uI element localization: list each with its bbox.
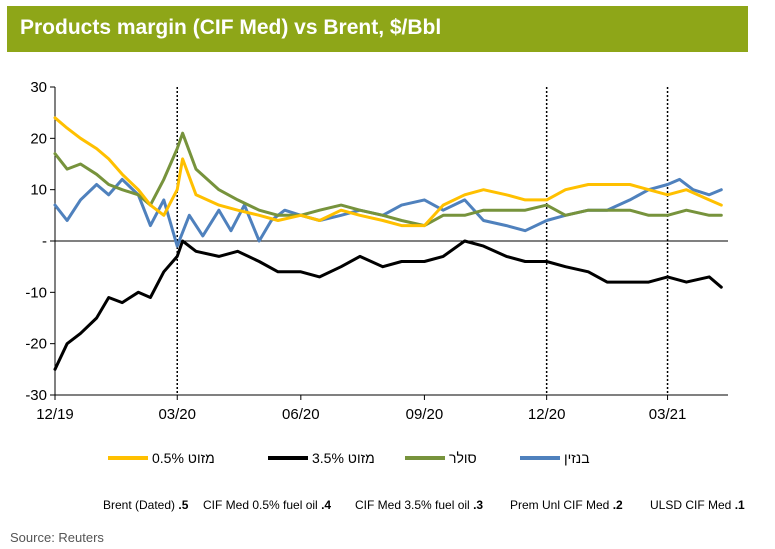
- legend-swatch: [520, 456, 560, 460]
- y-tick-label: -: [42, 233, 47, 250]
- series-line-1: [53, 177, 723, 248]
- series-line-2: [53, 131, 723, 228]
- series-note-text: CIF Med 3.5% fuel oil: [355, 498, 474, 512]
- legend-swatch: [405, 456, 445, 460]
- y-tick-label: 20: [30, 130, 47, 147]
- x-tick-label: 12/20: [528, 406, 566, 423]
- x-tick-label: 09/20: [406, 406, 444, 423]
- legend-label: סולר: [449, 450, 477, 466]
- legend-swatch: [108, 456, 148, 460]
- series-note-number: .1: [734, 498, 745, 512]
- x-tick-label: 06/20: [282, 406, 320, 423]
- line-chart: 30 20 10 - -10 -20 -30 12/19 03/20 06/20 09/20 12/2…: [25, 79, 728, 423]
- y-tick-label: -10: [25, 284, 47, 301]
- series-note-5: Brent (Dated) .5: [103, 498, 188, 512]
- series-note-text: ULSD CIF Med: [650, 498, 735, 512]
- y-tick-label: 30: [30, 79, 47, 96]
- chart-title: Products margin (CIF Med) vs Brent, $/Bb…: [20, 16, 442, 39]
- series-note-text: Prem Unl CIF Med: [510, 498, 613, 512]
- series-line-3: [53, 239, 723, 371]
- series-note-4: CIF Med 0.5% fuel oil .4: [203, 498, 331, 512]
- series-note-number: .4: [321, 498, 332, 512]
- legend-item-1: בנזין: [520, 450, 590, 466]
- series-note-3: CIF Med 3.5% fuel oil .3: [355, 498, 483, 512]
- series-note-number: .3: [473, 498, 484, 512]
- y-tick-label: -20: [25, 336, 47, 353]
- x-tick-label: 12/19: [36, 406, 74, 423]
- legend-label: מזוט 0.5%: [152, 450, 215, 466]
- title-bar: Products margin (CIF Med) vs Brent, $/Bb…: [7, 6, 748, 52]
- series-notes: ULSD CIF Med .1 Prem Unl CIF Med .2 CIF Me…: [0, 498, 775, 516]
- series-note-number: .5: [178, 498, 189, 512]
- source-note: Source: Reuters: [10, 530, 104, 545]
- legend-swatch: [268, 456, 308, 460]
- legend-label: מזוט 3.5%: [312, 450, 375, 466]
- series-note-2: Prem Unl CIF Med .2: [510, 498, 623, 512]
- chart-legend: בנזין סולר מזוט 3.5% מזוט 0.5%: [0, 450, 775, 470]
- series-line-4: [53, 116, 723, 228]
- series-note-text: Brent (Dated): [103, 498, 179, 512]
- legend-item-4: מזוט 0.5%: [108, 450, 215, 466]
- legend-item-2: סולר: [405, 450, 477, 466]
- x-tick-label: 03/21: [649, 406, 687, 423]
- y-tick-label: -30: [25, 387, 47, 404]
- legend-item-3: מזוט 3.5%: [268, 450, 375, 466]
- y-tick-label: 10: [30, 182, 47, 199]
- series-note-text: CIF Med 0.5% fuel oil: [203, 498, 322, 512]
- series-note-1: ULSD CIF Med .1: [650, 498, 745, 512]
- series-note-number: .2: [612, 498, 623, 512]
- x-tick-label: 03/20: [158, 406, 196, 423]
- legend-label: בנזין: [564, 450, 590, 466]
